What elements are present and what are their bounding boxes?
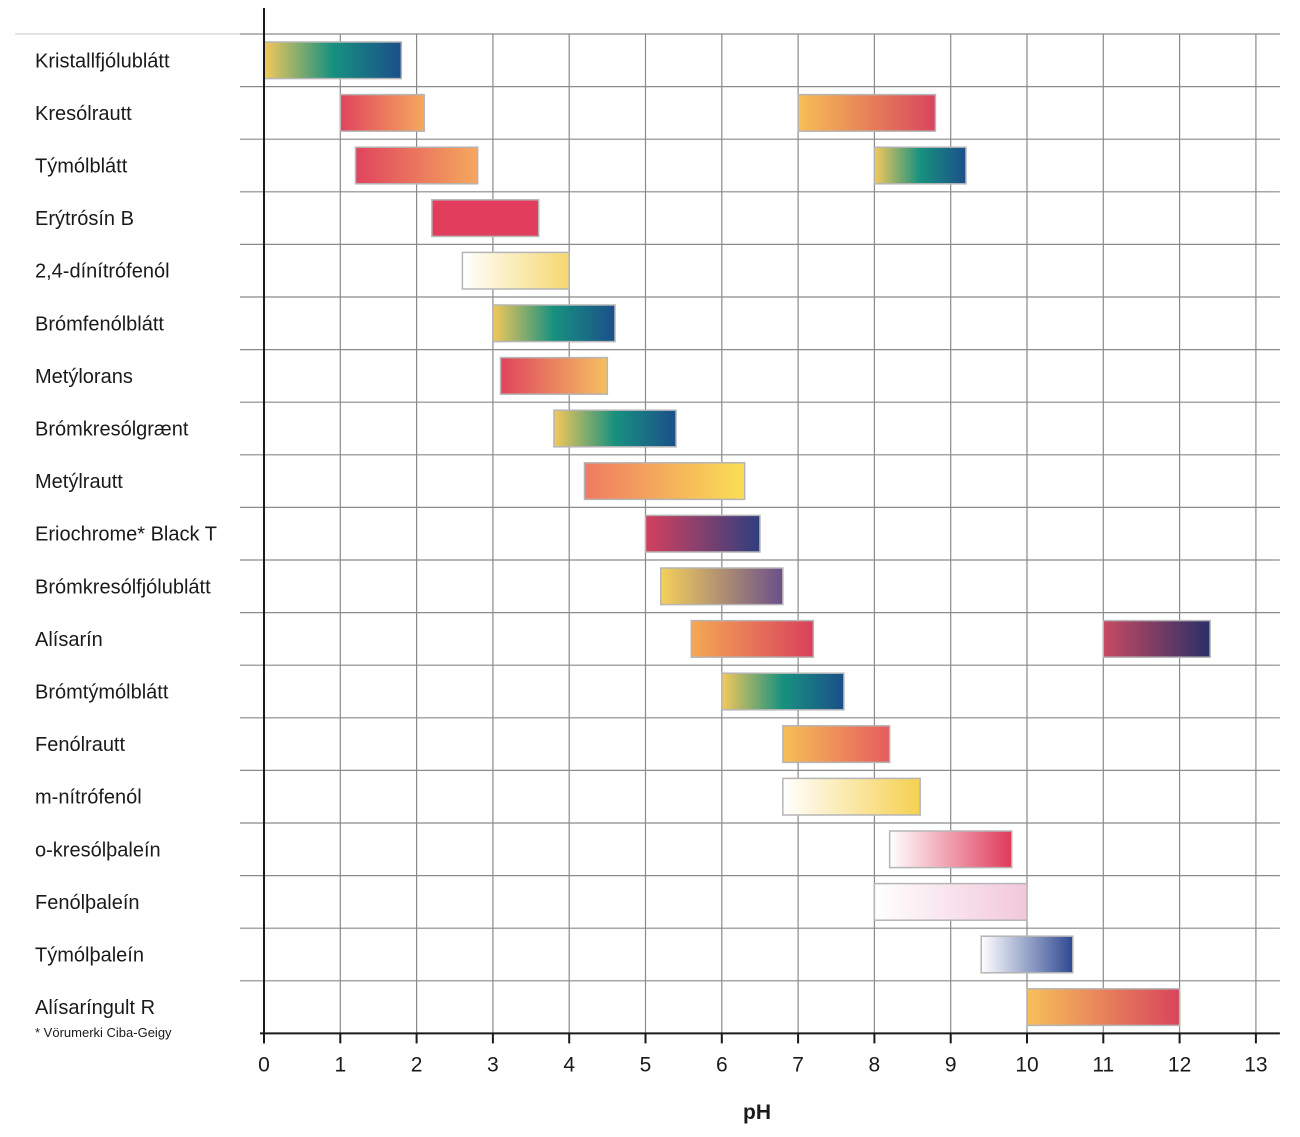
range-bar bbox=[782, 777, 921, 816]
x-axis-title: pH bbox=[743, 1101, 771, 1124]
indicator-label: Fenólrautt bbox=[35, 734, 125, 756]
range-bar bbox=[553, 409, 677, 448]
range-bar bbox=[660, 567, 784, 606]
range-bar bbox=[263, 41, 403, 80]
x-tick-label: 3 bbox=[487, 1053, 499, 1076]
indicator-label: Metýlrautt bbox=[35, 471, 123, 493]
indicator-label: Erýtrósín B bbox=[35, 208, 134, 230]
range-bar bbox=[339, 93, 425, 132]
x-tick-label: 10 bbox=[1015, 1053, 1038, 1076]
indicator-label: Brómkresólfjólublátt bbox=[35, 576, 211, 598]
indicator-label: Brómtýmólblátt bbox=[35, 682, 169, 704]
range-bar bbox=[797, 93, 937, 132]
x-tick-label: 9 bbox=[945, 1053, 957, 1076]
x-tick-label: 2 bbox=[411, 1053, 423, 1076]
range-bar bbox=[873, 882, 1028, 921]
range-bars bbox=[263, 41, 1211, 1027]
indicator-label: Kristallfjólublátt bbox=[35, 50, 170, 72]
indicator-label: Brómfenólblátt bbox=[35, 313, 164, 335]
footnote: * Vörumerki Ciba-Geigy bbox=[35, 1025, 172, 1040]
indicator-label: Týmólþaleín bbox=[35, 945, 144, 967]
range-bar bbox=[644, 514, 761, 553]
range-bar bbox=[461, 251, 570, 290]
x-tick-label: 8 bbox=[869, 1053, 881, 1076]
indicator-label: Kresólrautt bbox=[35, 103, 132, 125]
range-bar bbox=[431, 199, 540, 238]
indicator-label: Eriochrome* Black T bbox=[35, 524, 217, 546]
indicator-label: Alísaríngult R bbox=[35, 997, 155, 1019]
range-bar bbox=[1102, 619, 1211, 658]
range-bar bbox=[1026, 988, 1181, 1027]
range-bar bbox=[721, 672, 845, 711]
x-tick-label: 5 bbox=[640, 1053, 652, 1076]
range-bar bbox=[980, 935, 1074, 974]
range-bar bbox=[492, 304, 616, 343]
x-tick-label: 11 bbox=[1092, 1053, 1114, 1076]
indicator-label: m-nítrófenól bbox=[35, 787, 142, 809]
x-axis: 0 1 2 3 4 5 6 7 8 9 10 11 12 13 bbox=[258, 8, 1280, 1076]
indicator-label: Alísarín bbox=[35, 629, 103, 651]
range-bar bbox=[499, 356, 609, 395]
range-bar bbox=[690, 619, 815, 658]
range-bar bbox=[782, 725, 891, 764]
x-tick-label: 12 bbox=[1168, 1053, 1191, 1076]
x-tick-label: 1 bbox=[334, 1053, 346, 1076]
range-bar bbox=[583, 462, 746, 501]
indicator-labels: Kristallfjólublátt Kresólrautt Týmólblátt E… bbox=[35, 50, 217, 1019]
range-bar bbox=[888, 830, 1013, 869]
indicator-label: 2,4-dínítrófenól bbox=[35, 261, 170, 283]
x-tick-label: 4 bbox=[563, 1053, 575, 1076]
x-tick-label: 0 bbox=[258, 1053, 270, 1076]
indicator-label: Brómkresólgrænt bbox=[35, 419, 189, 441]
indicator-label: o-kresólþaleín bbox=[35, 839, 161, 861]
x-tick-label: 6 bbox=[716, 1053, 728, 1076]
indicator-label: Fenólþaleín bbox=[35, 892, 140, 914]
x-tick-label: 13 bbox=[1244, 1053, 1267, 1076]
indicator-label: Týmólblátt bbox=[35, 156, 128, 178]
x-tick-label: 7 bbox=[792, 1053, 804, 1076]
range-bar bbox=[873, 146, 967, 185]
range-bar bbox=[354, 146, 479, 185]
indicator-label: Metýlorans bbox=[35, 366, 133, 388]
